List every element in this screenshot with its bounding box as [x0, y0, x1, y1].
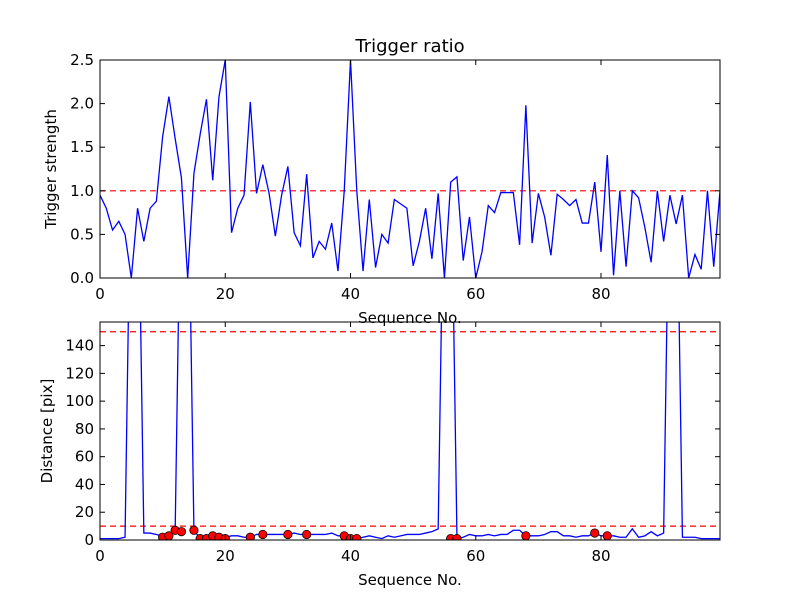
x-tick-label: 40 — [341, 547, 360, 565]
axes-frame — [99, 321, 721, 541]
chart-title: Trigger ratio — [354, 36, 464, 57]
data-point — [602, 531, 612, 540]
y-tick-label: 1.5 — [70, 138, 94, 156]
y-axis-label: Trigger strength — [42, 109, 60, 230]
data-point — [452, 534, 462, 540]
x-tick-label: 80 — [591, 285, 610, 303]
y-tick-label: 20 — [75, 503, 94, 521]
x-tick-label: 60 — [466, 547, 485, 565]
plot-area — [100, 60, 720, 278]
x-tick-label: 80 — [591, 547, 610, 565]
x-tick-label: 60 — [466, 285, 485, 303]
data-point — [258, 529, 268, 540]
y-tick-label: 140 — [65, 337, 94, 355]
y-tick-label: 80 — [75, 420, 94, 438]
y-tick-label: 0.0 — [70, 269, 94, 287]
data-point — [164, 531, 174, 540]
y-tick-label: 0 — [84, 531, 94, 549]
y-axis-label: Distance [pix] — [38, 379, 56, 484]
data-point — [521, 531, 531, 540]
x-axis-label: Sequence No. — [358, 571, 462, 589]
y-tick-label: 0.5 — [70, 225, 94, 243]
data-point — [245, 532, 255, 540]
distance-chart: Distance [pix] Sequence No. 0 20 40 60 80 0 20… — [38, 321, 721, 589]
data-point — [283, 529, 293, 540]
plot-area — [100, 322, 720, 540]
x-tick-label: 20 — [216, 547, 235, 565]
series-line — [100, 60, 720, 278]
data-point — [352, 534, 362, 540]
data-point — [189, 525, 199, 535]
y-tick-label: 2.0 — [70, 95, 94, 113]
x-tick-label: 20 — [216, 285, 235, 303]
x-axis-label: Sequence No. — [358, 309, 462, 327]
y-tick-label: 40 — [75, 475, 94, 493]
y-tick-label: 2.5 — [70, 51, 94, 69]
y-tick-label: 120 — [65, 364, 94, 382]
data-point — [590, 528, 600, 538]
x-tick-label: 0 — [95, 285, 105, 303]
x-tick-label: 40 — [341, 285, 360, 303]
data-point — [302, 529, 312, 540]
y-tick-label: 60 — [75, 448, 94, 466]
trigger-ratio-chart: Trigger ratio Trigger strength Sequence … — [42, 36, 721, 327]
y-tick-label: 1.0 — [70, 182, 94, 200]
x-tick-label: 0 — [95, 547, 105, 565]
axes-frame — [99, 59, 721, 279]
y-tick-label: 100 — [65, 392, 94, 410]
data-point — [176, 527, 187, 537]
